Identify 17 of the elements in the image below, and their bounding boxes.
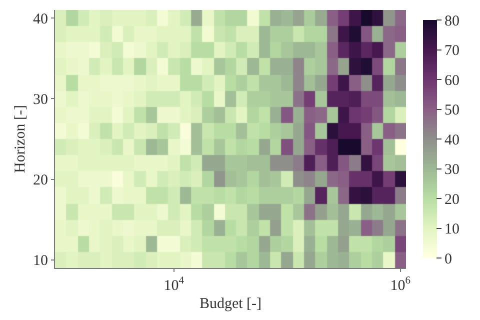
color-bar-label: 80 — [444, 13, 460, 30]
color-bar-label: 10 — [444, 222, 460, 238]
color-bar-label: 40 — [444, 132, 460, 148]
x-axis-title: Budget [-] — [199, 296, 262, 312]
color-bar-label: 0 — [444, 251, 452, 268]
color-bar-label: 20 — [444, 192, 460, 208]
y-tick-label: 30 — [33, 92, 48, 108]
y-axis-title: Horizon [-] — [12, 105, 28, 173]
y-tick-label: 10 — [33, 253, 48, 270]
color-bar-label: 70 — [444, 43, 460, 59]
y-tick-label: 40 — [33, 11, 48, 28]
color-bar-label: 50 — [444, 102, 460, 118]
x-tick-label: 10$^{4}$ — [164, 276, 185, 294]
color-bar-label: 30 — [444, 162, 460, 178]
y-tick-label: 20 — [33, 172, 48, 189]
color-bar-label: 60 — [444, 72, 460, 89]
x-tick-label: 10$^{6}$ — [390, 276, 410, 294]
